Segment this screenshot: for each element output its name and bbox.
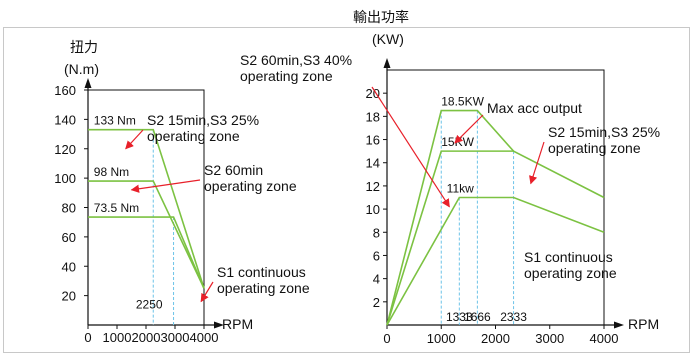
power-y-tick-label: 16 xyxy=(366,133,380,148)
power-y-tick-label: 2 xyxy=(373,295,380,310)
power-x-tick-label: 4000 xyxy=(590,331,619,346)
torque-data-label: 73.5 Nm xyxy=(94,201,139,215)
torque-x-tick-label: 3000 xyxy=(161,330,190,345)
power-y-tick-label: 20 xyxy=(366,86,380,101)
power-x-tick-label: 0 xyxy=(383,331,390,346)
power-y-tick-label: 6 xyxy=(373,248,380,263)
torque-y-tick-label: 80 xyxy=(62,201,76,216)
torque-annotation-text: S1 continuous xyxy=(217,264,306,280)
torque-y-tick-label: 100 xyxy=(54,171,76,186)
power-x-tick-label: 1000 xyxy=(427,331,456,346)
torque-annotation-text: operating zone xyxy=(147,128,240,144)
torque-annotation-text: operating zone xyxy=(204,178,297,194)
torque-annotation-text: S2 60min xyxy=(204,162,263,178)
torque-annotation-arrow xyxy=(125,129,144,150)
power-annotation-text: operating zone xyxy=(548,140,641,156)
torque-x-tick-label: 1000 xyxy=(103,330,132,345)
power-y-tick-label: 8 xyxy=(373,225,380,240)
power-marker-label: 2333 xyxy=(500,310,527,324)
power-data-label: 18.5KW xyxy=(441,95,484,109)
torque-y-tick-label: 60 xyxy=(62,230,76,245)
power-y-tick-label: 18 xyxy=(366,109,380,124)
torque-series-line xyxy=(88,128,205,289)
power-y-axis-title: 輸出功率 xyxy=(353,9,409,25)
torque-plot-frame xyxy=(88,89,205,325)
power-x-axis-arrow xyxy=(614,321,624,329)
torque-y-tick-label: 140 xyxy=(54,112,76,127)
power-annotation-arrow xyxy=(371,86,450,208)
torque-data-label: 2250 xyxy=(136,297,163,311)
power-y-tick-label: 10 xyxy=(366,202,380,217)
power-y-axis-unit: (KW) xyxy=(372,31,404,47)
power-annotation-text: Max acc output xyxy=(487,100,582,116)
torque-x-tick-label: 0 xyxy=(84,330,91,345)
power-series-line xyxy=(386,196,605,326)
power-y-tick-label: 14 xyxy=(366,156,380,171)
torque-annotation-arrow xyxy=(200,281,214,303)
figure-frame xyxy=(3,27,690,353)
torque-y-axis-unit: (N.m) xyxy=(64,61,99,77)
power-x-axis-title: RPM xyxy=(628,316,659,332)
torque-y-tick-label: 120 xyxy=(54,142,76,157)
power-annotation-text: operating zone xyxy=(240,68,333,84)
power-annotation-text: S2 15min,S3 25% xyxy=(548,124,660,140)
power-annotation-arrow xyxy=(529,141,545,185)
torque-y-tick-label: 40 xyxy=(62,259,76,274)
torque-x-axis-title: RPM xyxy=(222,316,253,332)
torque-annotation-text: operating zone xyxy=(217,280,310,296)
torque-series-line xyxy=(88,180,205,289)
power-data-label: 11kw xyxy=(447,182,474,196)
power-y-axis-arrow xyxy=(383,58,391,68)
power-y-tick-label: 4 xyxy=(373,272,380,287)
power-series-line xyxy=(386,150,605,326)
torque-data-label: 133 Nm xyxy=(94,114,136,128)
torque-annotation-arrow xyxy=(130,179,201,193)
power-y-tick-label: 12 xyxy=(366,179,380,194)
power-marker-label: 1666 xyxy=(464,310,491,324)
torque-x-axis-arrow xyxy=(214,321,224,329)
torque-annotation-text: S2 15min,S3 25% xyxy=(147,112,259,128)
power-series-line xyxy=(386,109,515,326)
torque-y-tick-label: 20 xyxy=(62,289,76,304)
torque-y-tick-label: 160 xyxy=(54,83,76,98)
power-annotation-text: operating zone xyxy=(524,265,617,281)
power-x-tick-label: 3000 xyxy=(535,331,564,346)
torque-x-tick-label: 4000 xyxy=(190,330,219,345)
power-data-label: 15KW xyxy=(441,135,474,149)
torque-x-tick-label: 2000 xyxy=(132,330,161,345)
torque-series-line xyxy=(88,216,205,289)
power-x-tick-label: 2000 xyxy=(481,331,510,346)
power-marker-label: 1333 xyxy=(446,310,473,324)
torque-y-axis-arrow xyxy=(84,78,92,88)
power-annotation-text: S2 60min,S3 40% xyxy=(240,52,352,68)
power-annotation-arrow xyxy=(454,114,484,144)
torque-data-label: 98 Nm xyxy=(94,165,129,179)
power-annotation-text: S1 continuous xyxy=(524,249,613,265)
power-plot-frame xyxy=(387,69,605,325)
torque-y-axis-title: 扭力 xyxy=(70,39,98,55)
